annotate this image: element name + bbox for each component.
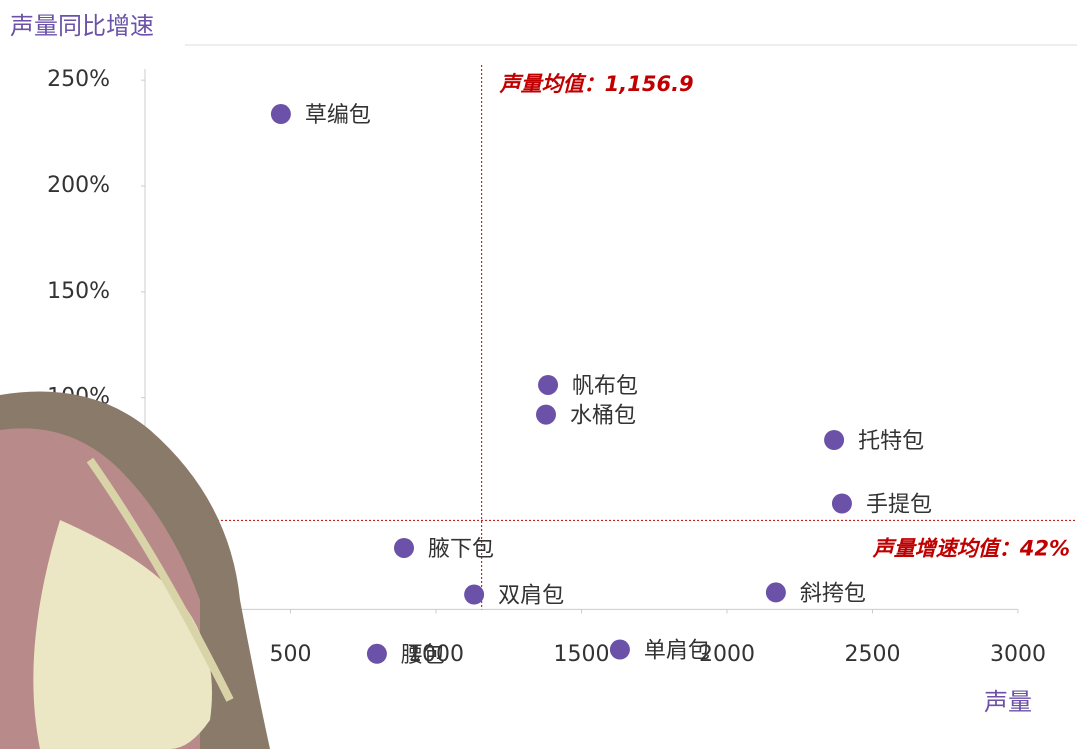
point [535,404,556,425]
y-axis-title: 声量同比增速 [10,12,154,40]
point-label: 单肩包 [644,639,710,664]
x-tick-label: 500 [270,642,312,667]
photo [0,391,270,749]
x-axis-title: 声量 [984,688,1032,716]
y-tick-label: 250% [47,67,110,92]
x-tick-label: 2000 [699,642,755,667]
point [824,430,845,450]
photo-bag [33,520,213,749]
photo-strap [86,457,234,702]
point-label: 水桶包 [570,404,636,429]
mean-label: 声量增速均值：42% [872,536,1070,560]
point [464,584,485,605]
plot-area: 100%150%200%250%50010001500200025003000声… [47,65,1077,668]
x-tick-label: 3000 [990,642,1046,667]
point [609,639,630,660]
mean-label: 声量均值：1,156.9 [499,72,694,96]
point-label: 草编包 [305,103,371,128]
point-label: 腋下包 [428,537,494,562]
point [765,582,786,603]
point-label: 托特包 [858,429,924,454]
x-tick-label: 1500 [554,642,610,667]
point-label: 手提包 [866,493,932,518]
point-label: 斜挎包 [800,581,866,606]
point [270,104,291,125]
x-tick-label: 2500 [845,642,901,667]
point-label: 腰包 [401,643,445,668]
point [393,537,414,558]
x-tick-label: 1000 [408,642,464,667]
y-tick-label: 150% [47,279,110,304]
point [366,643,387,664]
point-label: 双肩包 [498,584,564,609]
point [538,374,559,395]
y-tick-label: 200% [47,173,110,198]
point [831,493,852,514]
point-label: 帆布包 [572,374,638,399]
